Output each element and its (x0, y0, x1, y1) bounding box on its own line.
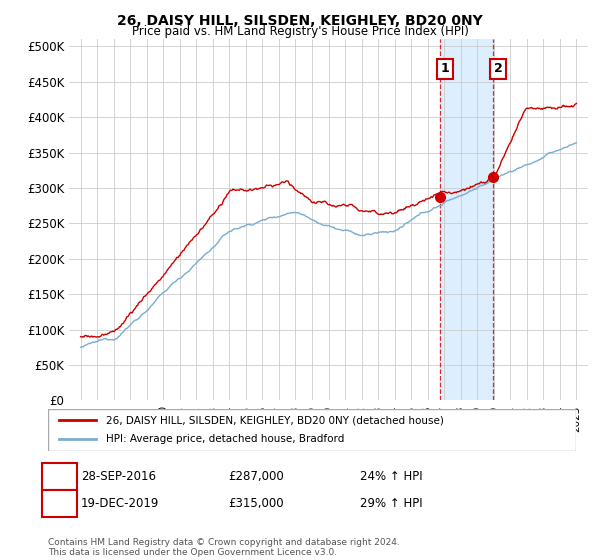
Text: £315,000: £315,000 (228, 497, 284, 510)
Text: HPI: Average price, detached house, Bradford: HPI: Average price, detached house, Brad… (106, 435, 344, 445)
Text: 26, DAISY HILL, SILSDEN, KEIGHLEY, BD20 0NY: 26, DAISY HILL, SILSDEN, KEIGHLEY, BD20 … (117, 14, 483, 28)
Text: 1: 1 (55, 470, 64, 483)
Text: 24% ↑ HPI: 24% ↑ HPI (360, 470, 422, 483)
Text: Price paid vs. HM Land Registry's House Price Index (HPI): Price paid vs. HM Land Registry's House … (131, 25, 469, 38)
Text: Contains HM Land Registry data © Crown copyright and database right 2024.
This d: Contains HM Land Registry data © Crown c… (48, 538, 400, 557)
Text: 28-SEP-2016: 28-SEP-2016 (81, 470, 156, 483)
Text: £287,000: £287,000 (228, 470, 284, 483)
Text: 1: 1 (440, 63, 449, 76)
Text: 29% ↑ HPI: 29% ↑ HPI (360, 497, 422, 510)
Text: 26, DAISY HILL, SILSDEN, KEIGHLEY, BD20 0NY (detached house): 26, DAISY HILL, SILSDEN, KEIGHLEY, BD20 … (106, 415, 444, 425)
Bar (440, 39, 493, 400)
Text: 2: 2 (494, 63, 503, 76)
Text: 2: 2 (55, 497, 64, 510)
Text: 19-DEC-2019: 19-DEC-2019 (81, 497, 160, 510)
